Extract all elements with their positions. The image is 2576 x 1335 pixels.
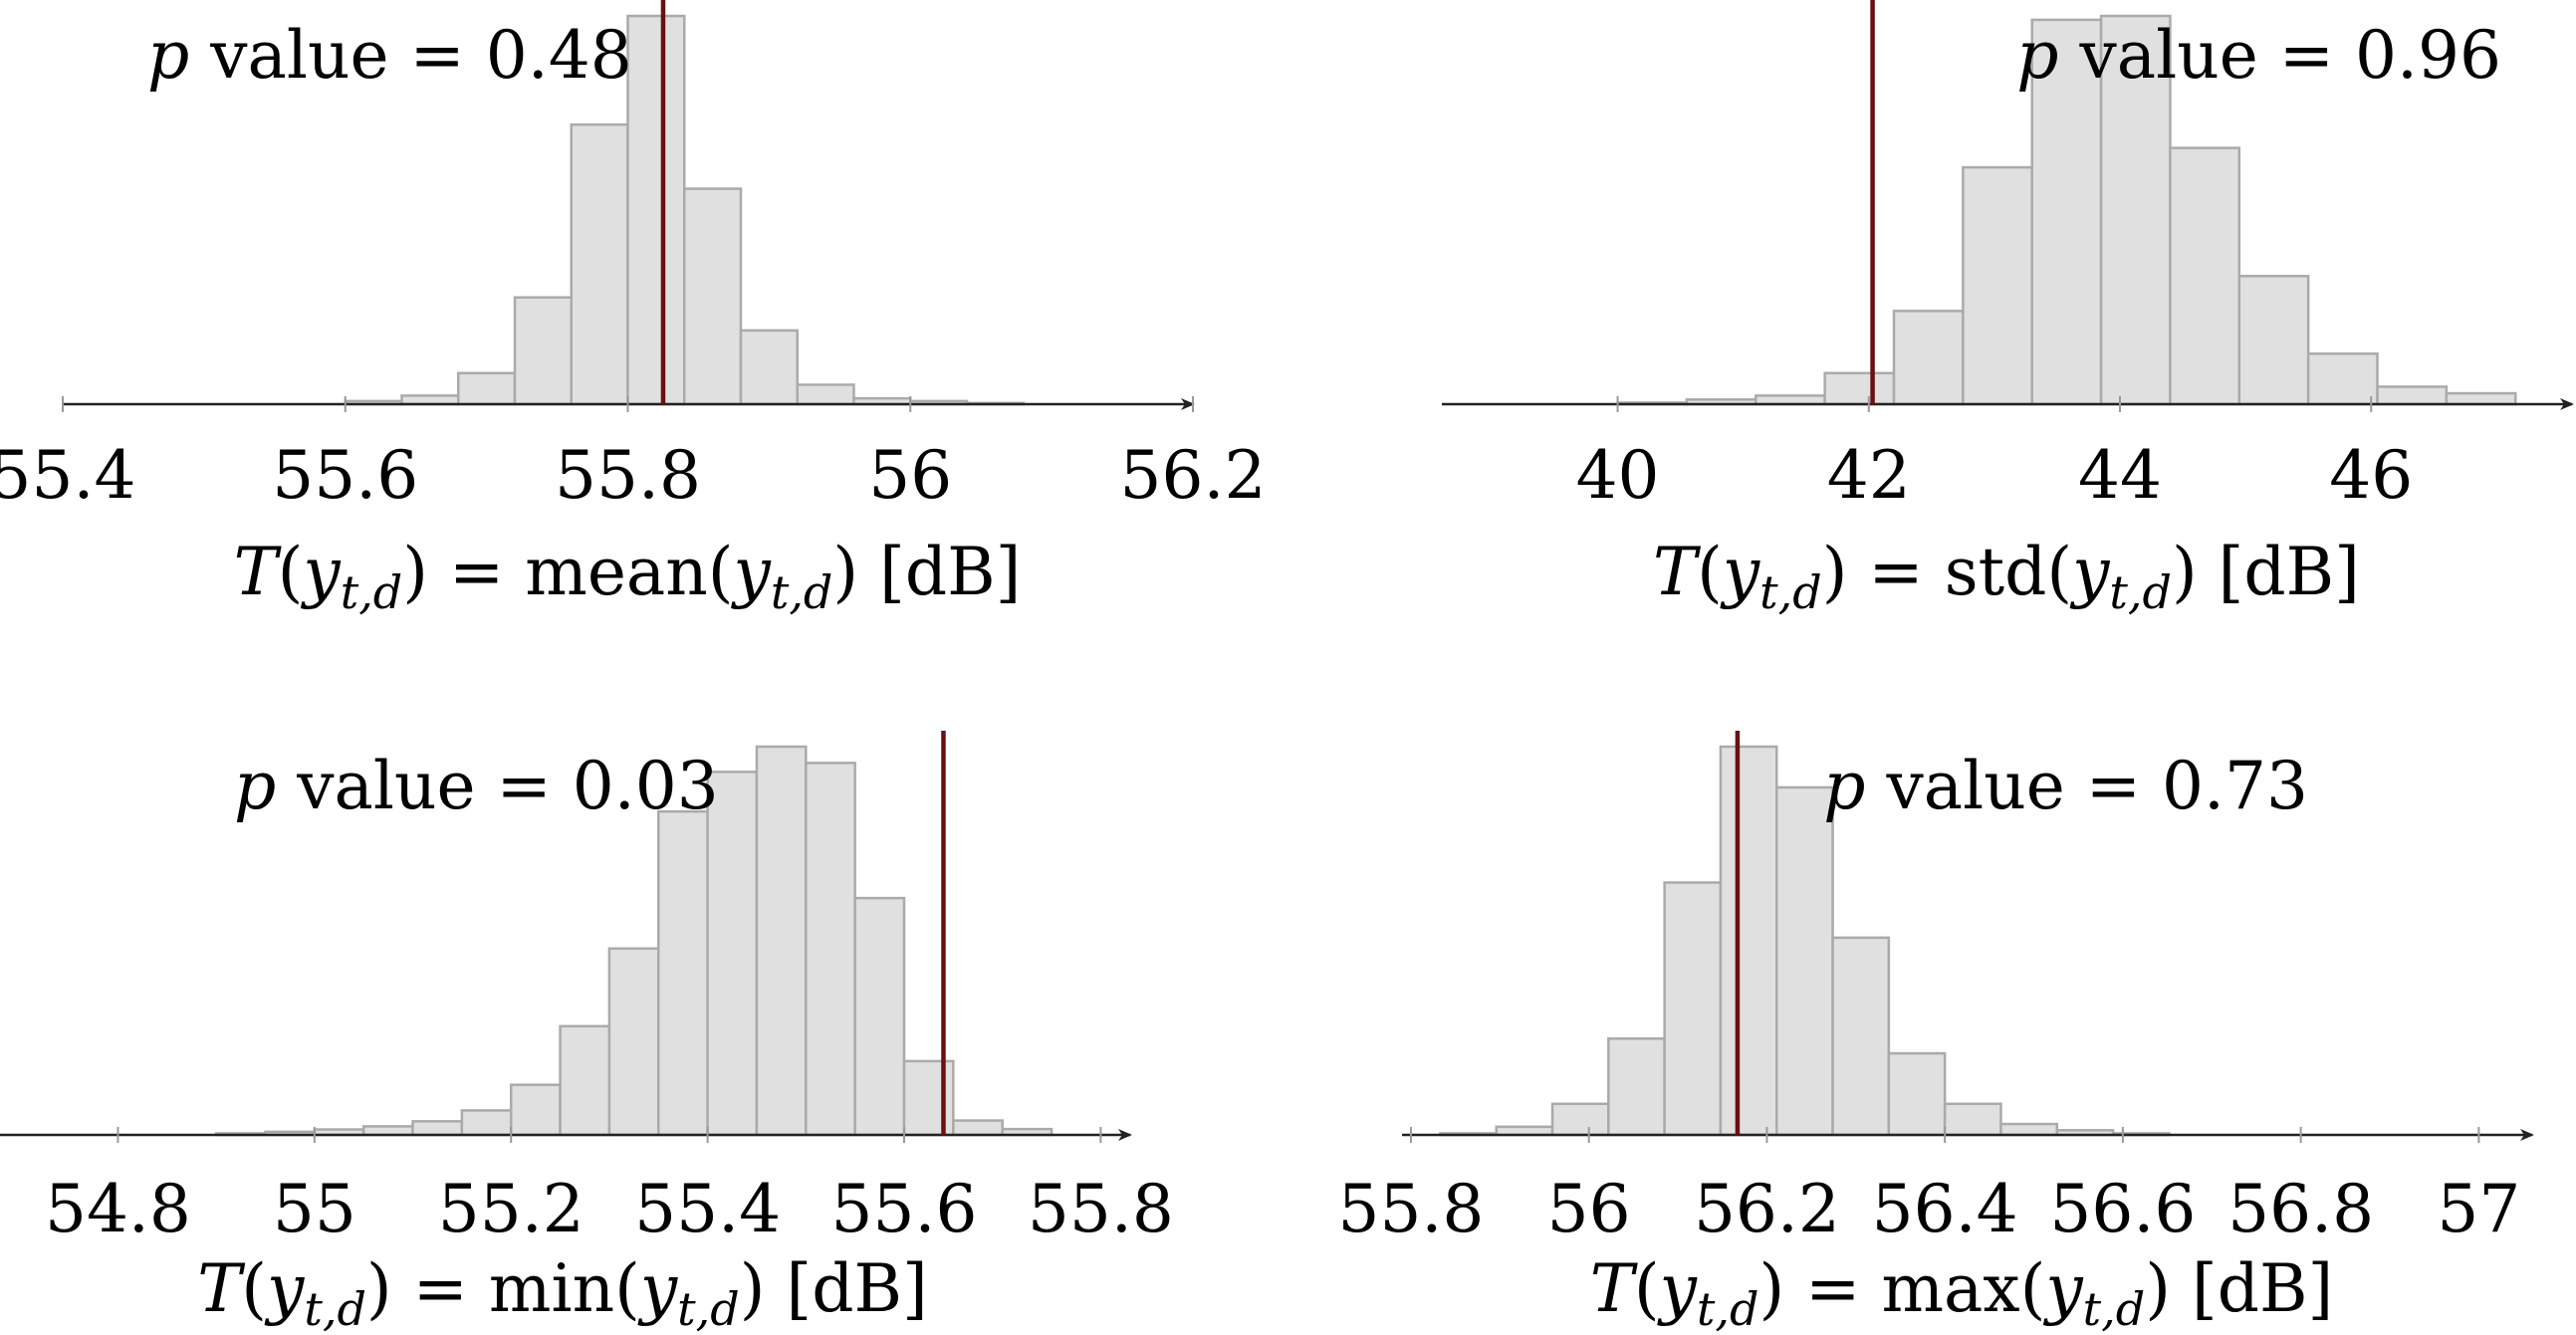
histogram-bar bbox=[1719, 745, 1778, 1137]
x-axis-label: T(yt,d) = max(yt,d) [dB] bbox=[1590, 1250, 2333, 1335]
p-value-label: p value = 0.73 bbox=[1823, 748, 2308, 824]
histogram-bar bbox=[2169, 146, 2241, 406]
histogram-bar bbox=[1887, 1051, 1947, 1137]
histogram-bar bbox=[1892, 310, 1965, 406]
histogram-bar bbox=[2237, 275, 2310, 406]
panel-mean: 55.4 55.6 55.8 56 56.2 p value = 0.48 T(yt,d) … bbox=[0, 0, 1266, 619]
x-axis-arrow-icon bbox=[1181, 398, 1195, 410]
histogram-bar bbox=[460, 1109, 513, 1137]
histogram-bar bbox=[805, 762, 856, 1137]
histogram-bar bbox=[902, 1059, 955, 1137]
x-tick-label: 56.8 bbox=[2227, 1171, 2374, 1247]
panel-std: 40 42 44 46 p value = 0.96 T(yt,d) = std(yt,d… bbox=[1442, 0, 2574, 619]
histogram-bar bbox=[1823, 371, 1896, 406]
histogram-bar bbox=[1774, 785, 1834, 1137]
histogram-bar bbox=[457, 371, 517, 406]
histogram-bar bbox=[2376, 385, 2449, 406]
histogram-bar bbox=[411, 1120, 464, 1137]
x-tick-label: 56.4 bbox=[1872, 1171, 2018, 1247]
histogram-bar bbox=[1831, 936, 1891, 1137]
histogram-bar bbox=[400, 394, 460, 406]
x-tick-label: 57 bbox=[2437, 1171, 2520, 1247]
histogram-bar bbox=[853, 896, 906, 1137]
panel-min: 54.8 55 55.2 55.4 55.6 55.8 p value = 0.03 T(yt… bbox=[0, 731, 1174, 1335]
x-tick-label: 56.2 bbox=[1694, 1171, 1840, 1247]
histogram-bar bbox=[1962, 165, 2033, 406]
histogram-bar bbox=[1607, 1037, 1666, 1137]
histogram-bar bbox=[361, 1125, 414, 1137]
histogram-bar bbox=[1943, 1102, 2002, 1137]
histogram-bar bbox=[1550, 1102, 1610, 1137]
p-value-label: p value = 0.48 bbox=[147, 17, 632, 94]
histogram-bar bbox=[513, 296, 573, 406]
histogram-bar bbox=[683, 187, 743, 406]
x-axis-label: T(yt,d) = min(yt,d) [dB] bbox=[197, 1250, 927, 1335]
histogram-bar bbox=[1663, 881, 1723, 1137]
x-tick-label: 56 bbox=[868, 437, 952, 514]
histogram-bar bbox=[1755, 394, 1826, 406]
x-tick-label: 56.6 bbox=[2049, 1171, 2196, 1247]
x-tick-label: 46 bbox=[2329, 437, 2413, 514]
histogram-bar bbox=[706, 771, 759, 1137]
x-tick-label: 55.4 bbox=[0, 437, 135, 514]
x-tick-label: 40 bbox=[1576, 437, 1660, 514]
x-tick-label: 55.6 bbox=[272, 437, 418, 514]
histogram-bar bbox=[2306, 352, 2379, 406]
histogram-bar bbox=[739, 329, 799, 406]
histogram-bar bbox=[559, 1024, 611, 1137]
x-tick-label: 56 bbox=[1547, 1171, 1631, 1247]
x-axis-arrow-icon bbox=[1118, 1129, 1132, 1141]
histogram-bar bbox=[1999, 1122, 2059, 1137]
x-tick-label: 56.2 bbox=[1120, 437, 1267, 514]
p-value-label: p value = 0.03 bbox=[234, 748, 719, 824]
histogram-bar bbox=[796, 383, 855, 406]
x-axis-label: T(yt,d) = mean(yt,d) [dB] bbox=[234, 534, 1022, 619]
p-value-label: p value = 0.96 bbox=[2016, 17, 2501, 94]
histogram-bar bbox=[2099, 14, 2172, 406]
histogram-bar bbox=[626, 14, 686, 406]
x-axis-arrow-icon bbox=[2520, 1129, 2534, 1141]
histogram-bar bbox=[755, 745, 808, 1137]
x-tick-label: 55.4 bbox=[634, 1171, 781, 1247]
x-axis-label: T(yt,d) = std(yt,d) [dB] bbox=[1653, 534, 2360, 619]
histogram-bar bbox=[570, 122, 629, 406]
x-tick-label: 55.2 bbox=[438, 1171, 585, 1247]
panel-max: 55.8 56 56.2 56.4 56.6 56.8 57 p value = 0.73 T(… bbox=[1337, 731, 2534, 1335]
x-tick-label: 55.8 bbox=[1337, 1171, 1484, 1247]
x-tick-label: 55.6 bbox=[831, 1171, 978, 1247]
x-tick-label: 42 bbox=[1827, 437, 1911, 514]
histogram-bar bbox=[657, 809, 709, 1137]
x-tick-label: 55.8 bbox=[555, 437, 701, 514]
x-tick-label: 55.8 bbox=[1028, 1171, 1174, 1247]
x-tick-label: 55 bbox=[273, 1171, 356, 1247]
histogram-bar bbox=[2445, 391, 2517, 406]
histogram-bar bbox=[509, 1083, 562, 1137]
histogram-bar bbox=[952, 1119, 1004, 1137]
x-axis-arrow-icon bbox=[2560, 398, 2574, 410]
x-tick-label: 54.8 bbox=[45, 1171, 191, 1247]
x-tick-label: 44 bbox=[2078, 437, 2162, 514]
histogram-bar bbox=[607, 947, 660, 1137]
